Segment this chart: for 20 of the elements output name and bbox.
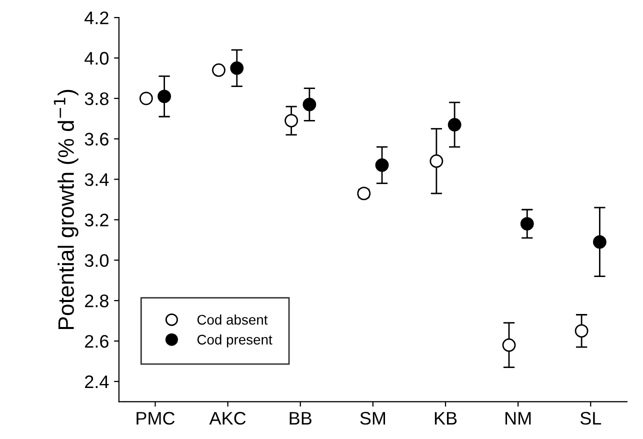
y-tick-label: 2.8 (85, 294, 108, 308)
x-tick-label: NM (506, 412, 531, 424)
legend-label: Cod absent (197, 314, 268, 325)
y-tick-label: 3.0 (84, 254, 109, 267)
y-tick-label: 4.0 (84, 52, 109, 65)
x-tick-label: AKC (209, 412, 246, 425)
x-tick-label: KB (434, 412, 457, 424)
legend-label: Cod present (197, 334, 272, 348)
y-tick-label: 4.2 (84, 11, 108, 24)
y-tick-label: 2.6 (85, 334, 108, 348)
x-tick-label: BB (290, 412, 312, 424)
y-tick-label: 2.4 (85, 375, 109, 388)
x-tick-label: SM (360, 412, 385, 425)
y-tick-label: 3.8 (84, 92, 108, 106)
y-tick-label: 3.4 (84, 173, 109, 186)
y-tick-label: 3.2 (84, 214, 108, 226)
x-tick-label: SL (580, 412, 602, 425)
y-tick-label: 3.6 (84, 132, 108, 146)
y-axis-title: Potential growth (% d$^{−1}$) (54, 90, 78, 330)
x-tick-label: PMC (136, 412, 175, 425)
